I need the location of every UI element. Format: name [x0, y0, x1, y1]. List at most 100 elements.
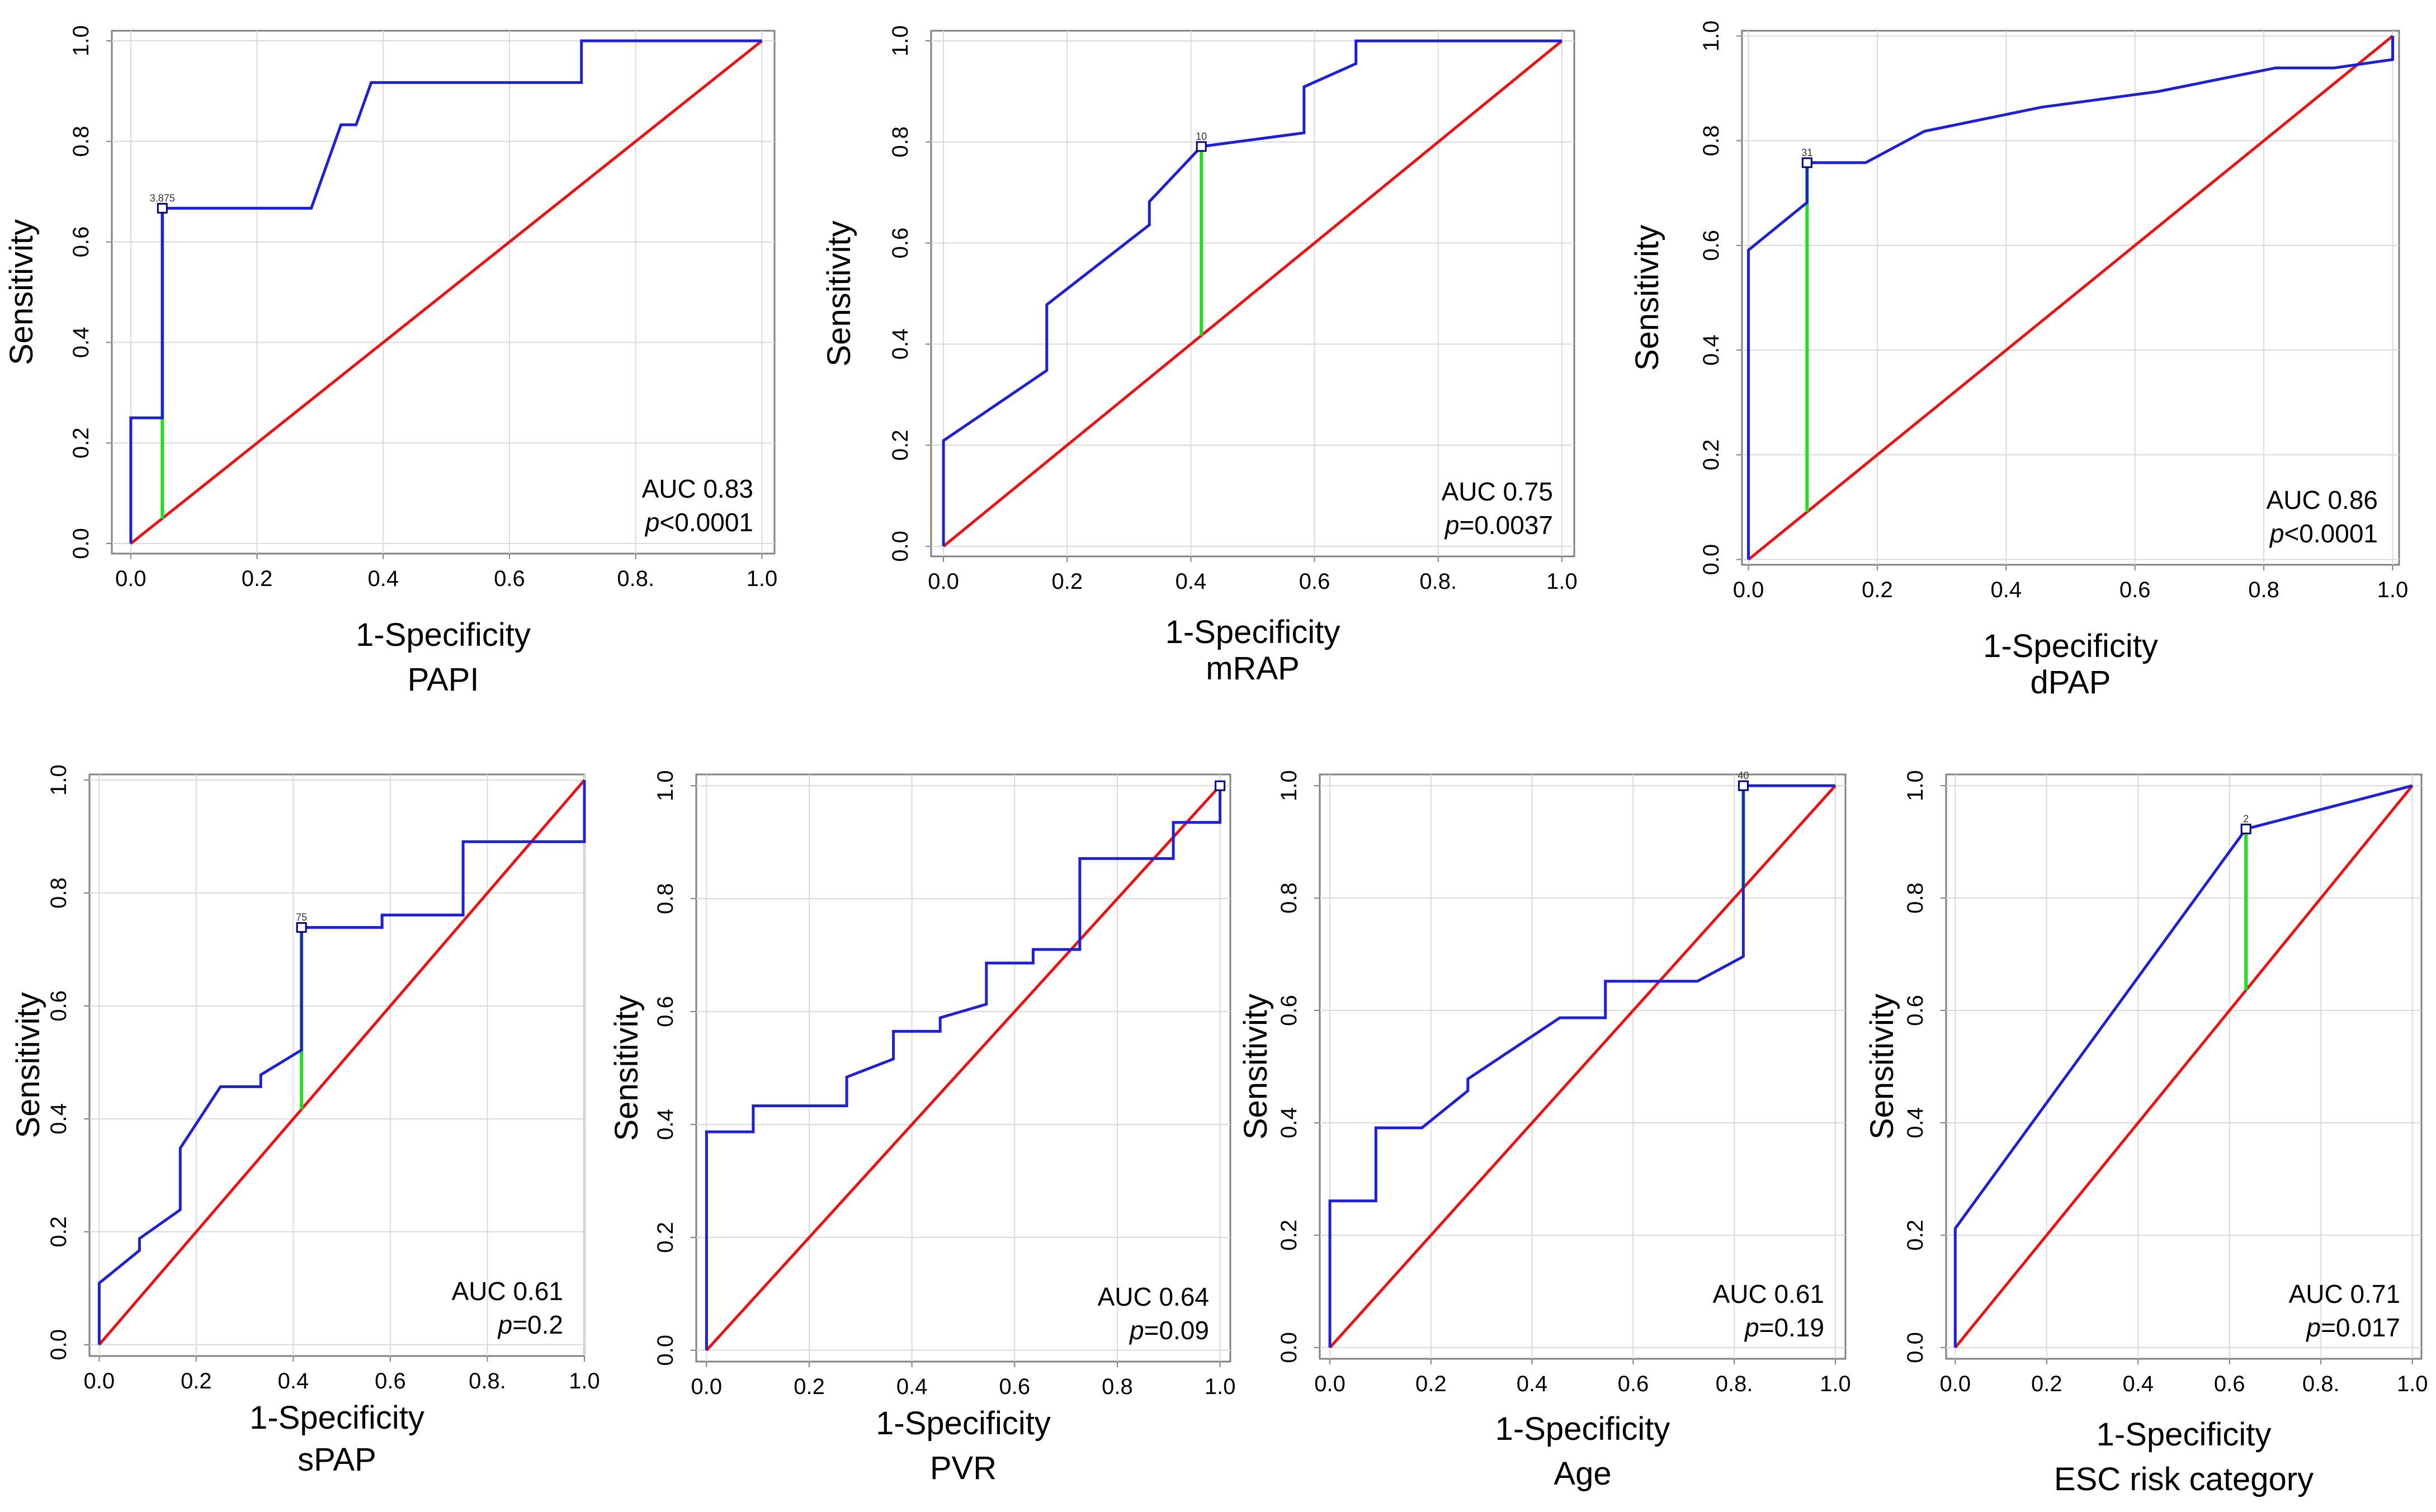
cutoff-value-label: 10 [1196, 131, 1207, 142]
y-tick-label: 0.0 [888, 531, 913, 562]
reference-diagonal-line [1747, 35, 2394, 561]
y-tick-label: 0.0 [1277, 1332, 1301, 1363]
x-tick-label: 0.6 [494, 566, 525, 591]
x-tick-label: 0.0 [84, 1369, 115, 1393]
y-tick-label: 0.6 [46, 990, 71, 1022]
x-tick-label: 1.0 [2397, 1372, 2428, 1396]
y-axis-title: Sensitivity [10, 992, 46, 1138]
roc-curve [1328, 784, 1835, 1348]
cutoff-point-marker [1801, 157, 1812, 168]
y-tick-label: 0.6 [653, 996, 678, 1027]
x-tick-label: 0.4 [1517, 1372, 1548, 1396]
x-tick-label: 0.4 [1990, 578, 2022, 602]
cutoff-value-label: 31 [1801, 147, 1812, 158]
y-axis-title: Sensitivity [1864, 994, 1900, 1140]
x-axis-title: 1-Specificity [1495, 1411, 1670, 1447]
x-tick-label: 0.2 [794, 1374, 825, 1399]
y-tick-label: 1.0 [653, 770, 678, 801]
x-tick-label: 0.2 [1415, 1372, 1447, 1396]
reference-diagonal-line [1954, 785, 2414, 1349]
x-axis-title: 1-Specificity [2097, 1416, 2272, 1453]
roc-panel-1: 0.0 0.2 0.4 0.6 0.8. 1.0 0.0 0.2 0.4 0.6 0.8 1.0 3.8… [3, 25, 777, 698]
roc-curve [1747, 36, 2394, 560]
y-tick-label: 0.2 [46, 1216, 71, 1248]
y-tick-label: 0.4 [888, 329, 913, 360]
y-axis-title: Sensitivity [821, 220, 857, 366]
p-symbol: p [2305, 1313, 2321, 1342]
panel-title: PVR [930, 1450, 997, 1486]
y-tick-label: 1.0 [1903, 770, 1928, 801]
cutoff-point-marker [157, 202, 168, 214]
y-tick-label: 0.6 [1277, 995, 1301, 1026]
p-value: =0.09 [1144, 1316, 1209, 1345]
y-tick-label: 0.4 [1903, 1107, 1928, 1138]
x-tick-label: 0.8. [1419, 569, 1457, 594]
x-axis-title: 1-Specificity [1165, 614, 1340, 650]
panel-title: Age [1554, 1456, 1611, 1492]
x-tick-label: 0.8 [1102, 1374, 1133, 1399]
y-tick-label: 0.4 [1277, 1107, 1301, 1138]
x-tick-label: 1.0 [1205, 1374, 1236, 1399]
y-tick-label: 0.8 [888, 126, 913, 158]
roc-panel-3: 0.0 0.2 0.4 0.6 0.8 1.0 0.0 0.2 0.4 0.6 0.8 1.0 31 AU… [1629, 21, 2408, 701]
cutoff-value-label: 40 [1738, 770, 1749, 781]
y-tick-label: 0.2 [69, 427, 93, 459]
cutoff-value-label: 2 [2243, 813, 2249, 824]
y-axis-title: Sensitivity [3, 219, 40, 365]
x-tick-label: 0.8. [2302, 1372, 2340, 1396]
x-tick-label: 0.8. [617, 566, 654, 591]
y-tick-label: 0.6 [1699, 230, 1724, 261]
y-tick-label: 0.0 [69, 528, 93, 559]
panel-title: ESC risk category [2054, 1461, 2314, 1497]
roc-curve [705, 786, 1222, 1350]
x-tick-label: 1.0 [1546, 569, 1578, 594]
x-tick-label: 1.0 [747, 566, 778, 591]
y-tick-label: 0.8 [1277, 882, 1301, 914]
p-value: =0.0037 [1459, 511, 1553, 540]
p-symbol: p [2269, 519, 2284, 548]
y-axis-title: Sensitivity [608, 995, 645, 1141]
p-symbol: p [1444, 511, 1460, 540]
y-tick-label: 0.6 [69, 226, 93, 258]
y-tick-label: 0.2 [1903, 1220, 1928, 1251]
roc-curve [97, 780, 586, 1345]
p-value: <0.0001 [659, 508, 753, 537]
y-tick-label: 1.0 [888, 25, 913, 56]
y-tick-label: 0.0 [1699, 544, 1724, 575]
x-tick-label: 0.2 [181, 1369, 212, 1393]
panel-title: dPAP [2030, 664, 2111, 701]
roc-panel-4: 0.0 0.2 0.4 0.6 0.8. 1.0 0.0 0.2 0.4 0.6 0.8 1.0 75 A… [10, 764, 600, 1478]
reference-diagonal-line [705, 785, 1221, 1352]
p-value-annotation: p=0.09 [1129, 1316, 1209, 1345]
y-tick-label: 0.2 [653, 1222, 678, 1253]
cutoff-point-marker [1215, 780, 1226, 791]
y-tick-label: 0.2 [888, 429, 913, 461]
roc-panel-5: 0.0 0.2 0.4 0.6 0.8 1.0 0.0 0.2 0.4 0.6 0.8 1.0 AUC … [608, 770, 1235, 1486]
x-tick-label: 0.2 [242, 566, 273, 591]
y-tick-label: 0.0 [653, 1335, 678, 1366]
y-tick-label: 0.8 [653, 883, 678, 914]
p-value-annotation: p=0.017 [2305, 1313, 2400, 1342]
y-tick-label: 0.6 [1903, 995, 1928, 1026]
p-value-annotation: p=0.0037 [1444, 511, 1553, 540]
p-symbol: p [497, 1310, 513, 1339]
auc-annotation: AUC 0.61 [452, 1277, 563, 1306]
p-value: =0.19 [1759, 1313, 1824, 1342]
p-value-annotation: p=0.2 [497, 1310, 563, 1339]
roc-panel-2: 0.0 0.2 0.4 0.6 0.8. 1.0 0.0 0.2 0.4 0.6 0.8 1.0 10 A… [821, 25, 1578, 687]
cutoff-point-marker [296, 922, 307, 933]
x-tick-label: 0.8. [1716, 1372, 1753, 1396]
x-tick-label: 0.2 [1051, 569, 1083, 594]
auc-annotation: AUC 0.75 [1442, 477, 1553, 506]
y-tick-label: 0.0 [46, 1329, 71, 1360]
panel-title: sPAP [298, 1442, 376, 1478]
x-tick-label: 0.6 [1618, 1372, 1649, 1396]
x-tick-label: 0.8 [2248, 578, 2279, 602]
x-tick-label: 0.6 [1299, 569, 1330, 594]
x-axis-title: 1-Specificity [1983, 628, 2158, 664]
y-tick-label: 0.6 [888, 228, 913, 259]
reference-diagonal-line [130, 40, 763, 545]
p-value: =0.2 [512, 1310, 563, 1339]
y-tick-label: 0.8 [1903, 882, 1928, 914]
